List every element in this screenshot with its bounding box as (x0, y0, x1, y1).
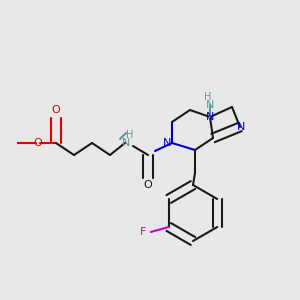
Text: N: N (206, 100, 214, 110)
Text: O: O (52, 105, 60, 115)
Text: H: H (204, 92, 212, 102)
Text: F: F (140, 227, 146, 237)
Text: O: O (34, 138, 42, 148)
Text: N: N (163, 138, 171, 148)
Text: H: H (126, 130, 134, 140)
Text: N: N (122, 138, 130, 148)
Text: N: N (237, 122, 245, 132)
Text: O: O (144, 180, 152, 190)
Text: N: N (206, 112, 214, 122)
